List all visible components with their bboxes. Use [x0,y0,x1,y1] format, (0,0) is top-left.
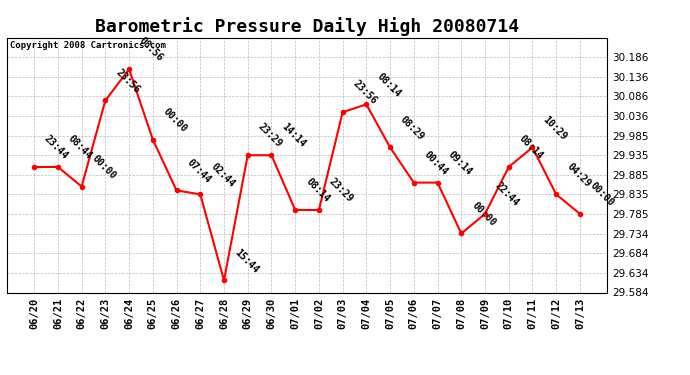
Text: 00:44: 00:44 [422,149,450,177]
Text: 00:00: 00:00 [161,106,189,134]
Text: 23:56: 23:56 [351,79,379,106]
Text: 23:29: 23:29 [256,122,284,150]
Text: 08:14: 08:14 [517,134,545,161]
Text: 00:00: 00:00 [589,180,616,209]
Text: 07:44: 07:44 [185,157,213,185]
Text: 04:29: 04:29 [564,161,592,189]
Text: 14:14: 14:14 [279,122,308,150]
Text: 10:29: 10:29 [541,114,569,142]
Text: 08:14: 08:14 [375,71,402,99]
Text: 08:14: 08:14 [304,177,331,204]
Text: 08:56: 08:56 [137,36,166,64]
Title: Barometric Pressure Daily High 20080714: Barometric Pressure Daily High 20080714 [95,17,519,36]
Text: 08:29: 08:29 [398,114,426,142]
Text: 23:29: 23:29 [327,177,355,204]
Text: Copyright 2008 Cartronics.com: Copyright 2008 Cartronics.com [10,41,166,50]
Text: 23:44: 23:44 [43,134,70,161]
Text: 00:00: 00:00 [90,153,118,181]
Text: 15:44: 15:44 [233,247,260,275]
Text: 22:44: 22:44 [493,180,521,209]
Text: 08:44: 08:44 [66,134,94,161]
Text: 09:14: 09:14 [446,149,474,177]
Text: 23:56: 23:56 [114,67,141,95]
Text: 00:00: 00:00 [470,200,497,228]
Text: 02:44: 02:44 [208,161,237,189]
